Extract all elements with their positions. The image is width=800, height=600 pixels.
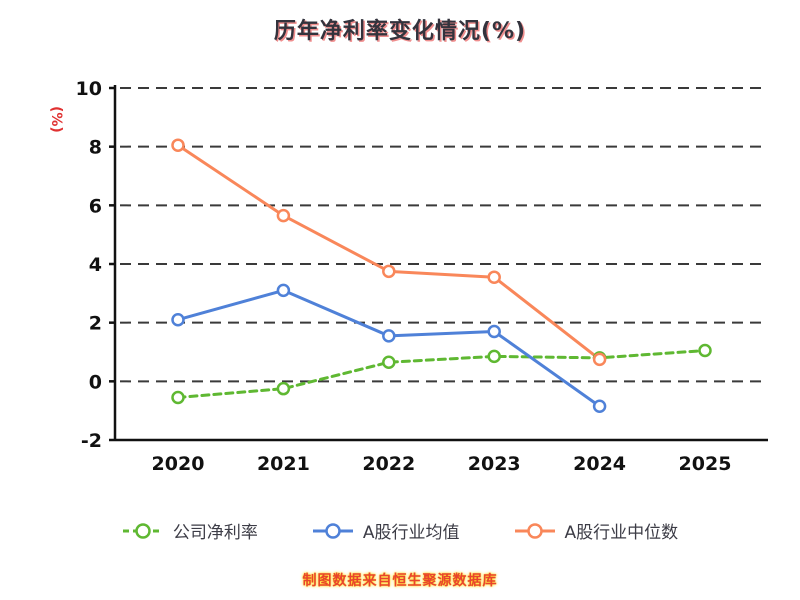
y-tick-label: 6 <box>89 195 102 217</box>
legend-label: A股行业中位数 <box>564 523 679 543</box>
x-tick-label: 2025 <box>679 453 732 475</box>
legend-label: A股行业均值 <box>362 523 460 543</box>
data-point-marker <box>171 312 185 327</box>
chart-legend: 公司净利率 A股行业均值 A股行业中位数 <box>0 518 800 543</box>
series-line <box>176 143 602 361</box>
x-tick-label: 2020 <box>152 453 205 475</box>
legend-marker-icon <box>514 522 555 539</box>
series-line <box>176 288 602 408</box>
legend-item: A股行业均值 <box>312 518 460 543</box>
data-point-marker <box>171 390 185 405</box>
data-point-marker <box>171 138 185 152</box>
data-point-marker <box>382 264 396 279</box>
series-line <box>176 349 707 399</box>
y-tick-label: 10 <box>76 78 102 100</box>
legend-item: A股行业中位数 <box>514 518 679 543</box>
y-tick-label: 8 <box>89 137 102 159</box>
y-tick-label: 2 <box>89 313 102 335</box>
data-point-marker <box>592 352 607 367</box>
chart-title: 历年净利率变化情况(%) <box>273 19 527 44</box>
data-point-marker <box>592 399 607 414</box>
data-point-marker <box>276 283 291 298</box>
data-point-marker <box>276 208 291 223</box>
data-point-marker <box>276 381 291 396</box>
data-point-marker <box>487 349 501 364</box>
legend-marker-icon <box>312 522 353 539</box>
data-point-marker <box>698 343 712 358</box>
data-point-marker <box>487 324 501 339</box>
data-point-marker <box>382 329 396 343</box>
legend-label: 公司净利率 <box>172 523 258 543</box>
y-tick-label: 4 <box>89 254 102 276</box>
y-tick-label: -2 <box>81 430 102 452</box>
data-point-marker <box>382 355 396 370</box>
y-axis-label: (%) <box>48 106 64 133</box>
data-source-caption: 制图数据来自恒生聚源数据库 <box>302 573 498 589</box>
x-tick-label: 2022 <box>362 453 415 475</box>
data-point-marker <box>487 270 501 284</box>
x-tick-label: 2021 <box>257 453 310 475</box>
legend-marker-icon <box>122 522 163 539</box>
y-tick-label: 0 <box>89 371 102 393</box>
x-tick-label: 2023 <box>468 453 521 475</box>
x-tick-label: 2024 <box>573 453 626 475</box>
legend-item: 公司净利率 <box>122 518 258 543</box>
